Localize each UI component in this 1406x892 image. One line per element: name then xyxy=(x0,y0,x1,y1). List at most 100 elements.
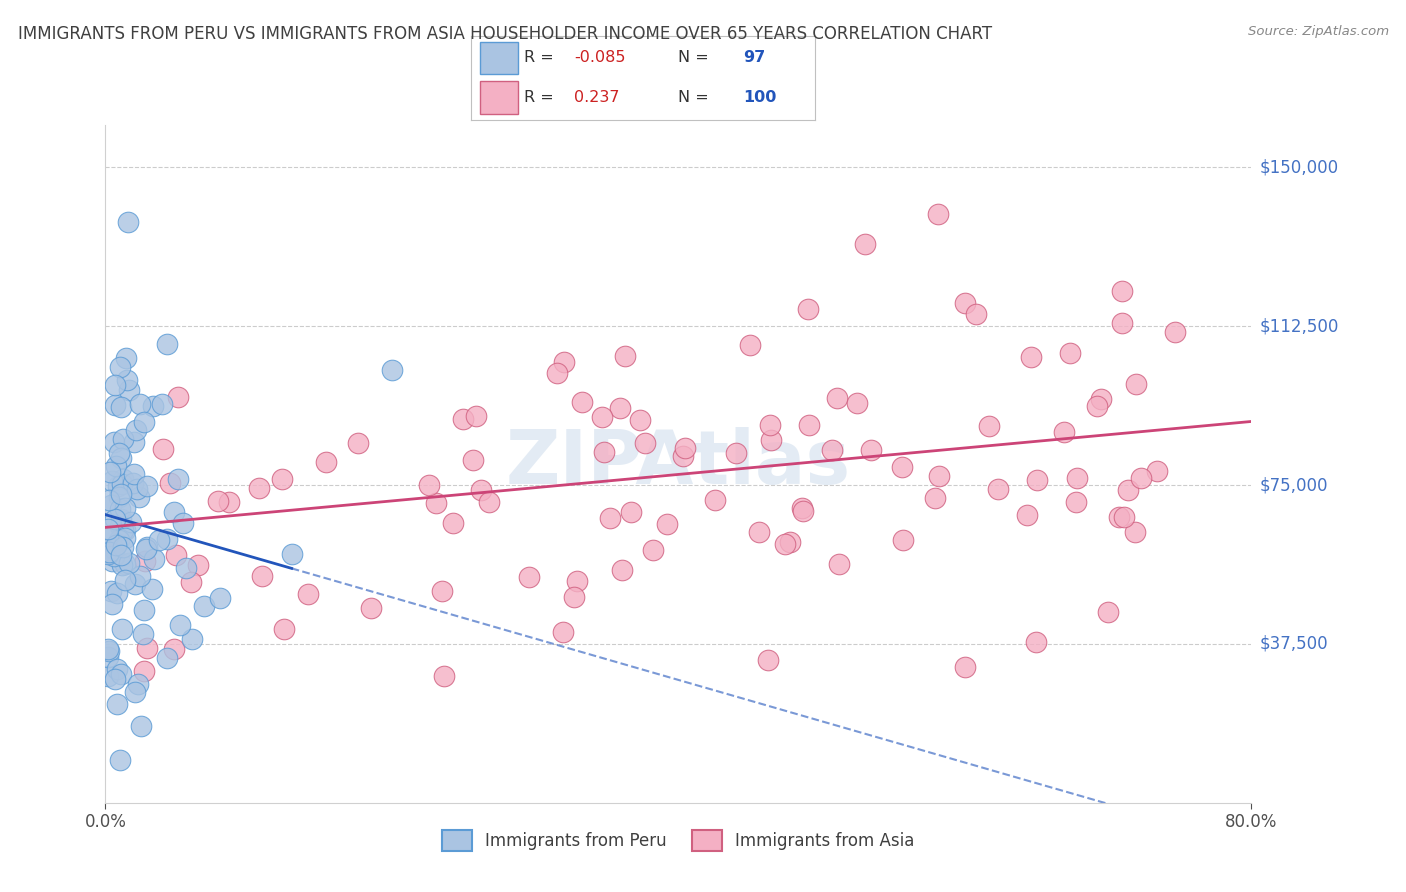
Point xyxy=(790,500,813,515)
Point xyxy=(114,557,136,571)
Point xyxy=(208,591,231,605)
Point xyxy=(98,545,121,559)
Point xyxy=(180,632,202,646)
Point xyxy=(172,516,194,531)
Legend: Immigrants from Peru, Immigrants from Asia: Immigrants from Peru, Immigrants from As… xyxy=(433,822,924,859)
Point xyxy=(1114,510,1136,524)
Point xyxy=(634,435,657,450)
Point xyxy=(128,490,150,504)
Point xyxy=(748,524,770,539)
Point xyxy=(148,533,170,548)
Point xyxy=(927,207,949,221)
Point xyxy=(110,512,132,526)
Point xyxy=(159,475,181,490)
Point xyxy=(104,672,127,686)
Point xyxy=(465,409,488,424)
Point xyxy=(1059,345,1081,359)
Point xyxy=(270,472,292,486)
Point xyxy=(162,642,184,657)
Point xyxy=(108,533,131,548)
Point xyxy=(180,575,202,590)
Text: $75,000: $75,000 xyxy=(1260,476,1329,494)
Point xyxy=(156,651,179,665)
Point xyxy=(152,442,174,456)
Text: ZIPAtlas: ZIPAtlas xyxy=(506,427,851,500)
Point xyxy=(1015,508,1038,522)
Point xyxy=(821,442,844,457)
Text: -0.085: -0.085 xyxy=(575,50,626,65)
Point xyxy=(114,523,136,537)
Point xyxy=(425,495,447,509)
Point xyxy=(759,433,782,447)
Point xyxy=(97,669,120,683)
Point xyxy=(1064,494,1087,508)
Point xyxy=(111,432,134,446)
Point xyxy=(108,502,131,516)
Point xyxy=(759,417,782,432)
Point xyxy=(433,669,456,683)
Point xyxy=(297,587,319,601)
Point xyxy=(114,531,136,545)
Point xyxy=(136,540,159,554)
Point xyxy=(129,718,152,732)
Point xyxy=(165,548,187,562)
Point xyxy=(100,498,122,512)
Point xyxy=(124,467,146,481)
Point xyxy=(593,445,616,459)
Point xyxy=(641,543,664,558)
Point xyxy=(825,391,848,405)
Point xyxy=(108,490,131,504)
Point xyxy=(97,547,120,561)
Point xyxy=(928,469,950,483)
Point xyxy=(166,472,188,486)
Point xyxy=(360,601,382,615)
Point xyxy=(103,435,125,450)
Point xyxy=(117,373,139,387)
Point xyxy=(97,650,120,665)
Point xyxy=(193,599,215,613)
Point xyxy=(1108,510,1130,524)
Point xyxy=(891,533,914,547)
Text: 97: 97 xyxy=(744,50,765,65)
Point xyxy=(591,410,613,425)
Point xyxy=(218,494,240,508)
Point xyxy=(612,563,634,577)
Point xyxy=(129,569,152,583)
Point xyxy=(1146,464,1168,478)
Point xyxy=(703,492,725,507)
Point xyxy=(129,397,152,411)
Point xyxy=(551,625,574,640)
Point xyxy=(122,434,145,449)
Point xyxy=(132,664,155,678)
Point xyxy=(114,573,136,587)
Point xyxy=(110,548,132,562)
Point xyxy=(117,215,139,229)
Point xyxy=(143,551,166,566)
Point xyxy=(827,558,849,572)
Point xyxy=(117,556,139,570)
Point xyxy=(108,753,131,767)
Point xyxy=(953,660,976,674)
Point xyxy=(1129,471,1152,485)
Point xyxy=(107,479,129,493)
Point xyxy=(987,482,1010,496)
Point xyxy=(461,453,484,467)
Point xyxy=(98,492,121,507)
Point xyxy=(953,295,976,310)
Point xyxy=(124,685,146,699)
Point xyxy=(1053,425,1076,439)
Point xyxy=(166,390,188,404)
Point xyxy=(553,355,575,369)
Point xyxy=(101,554,124,568)
Point xyxy=(110,450,132,465)
Point xyxy=(796,302,818,317)
Point xyxy=(724,446,747,460)
Point xyxy=(108,446,131,460)
Point xyxy=(107,662,129,676)
Point xyxy=(792,504,814,518)
Point xyxy=(136,479,159,493)
Point xyxy=(1066,471,1088,485)
Text: R =: R = xyxy=(524,50,554,65)
Point xyxy=(562,590,585,604)
Point xyxy=(100,584,122,599)
